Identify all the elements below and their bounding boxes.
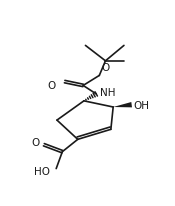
Text: O: O bbox=[47, 80, 55, 90]
Text: OH: OH bbox=[133, 100, 149, 110]
Polygon shape bbox=[113, 103, 132, 108]
Text: HO: HO bbox=[34, 166, 50, 176]
Text: O: O bbox=[31, 137, 39, 147]
Text: NH: NH bbox=[100, 87, 116, 97]
Text: O: O bbox=[101, 63, 110, 73]
